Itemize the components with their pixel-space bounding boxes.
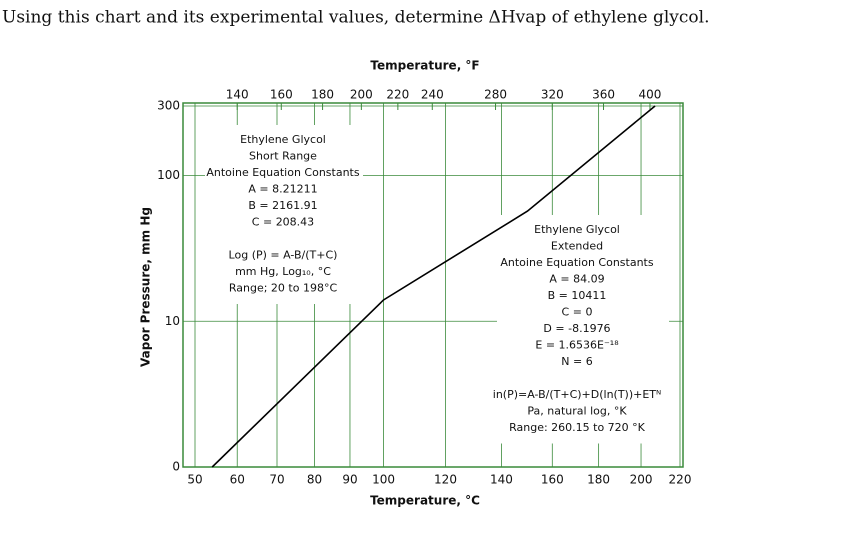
annotation-line: Log (P) = A-B/(T+C) [229, 249, 338, 262]
x2-tick-label: 160 [270, 88, 293, 102]
x2-tick-label: 200 [350, 88, 373, 102]
x2-axis-title: Temperature, °F [370, 59, 479, 73]
x-tick-label: 120 [434, 473, 457, 487]
annotation-line: Ethylene Glycol [534, 223, 620, 236]
x2-tick-label: 240 [421, 88, 444, 102]
annotation-line: E = 1.6536E⁻¹⁸ [535, 339, 619, 352]
x2-tick-label: 320 [541, 88, 564, 102]
x-tick-label: 70 [269, 473, 284, 487]
annotation-line: B = 10411 [548, 289, 607, 302]
x-axis-title: Temperature, °C [370, 494, 480, 508]
annotation-line: Range: 260.15 to 720 °K [509, 421, 646, 434]
x-tick-label: 100 [372, 473, 395, 487]
x2-tick-label: 140 [226, 88, 249, 102]
annotation-line: C = 0 [562, 306, 593, 319]
annotation-box [205, 125, 363, 304]
annotation-line: B = 2161.91 [248, 199, 317, 212]
annotation-line: A = 84.09 [549, 273, 604, 286]
x2-tick-label: 180 [311, 88, 334, 102]
x-tick-label: 80 [307, 473, 322, 487]
annotation-line: in(P)=A-B/(T+C)+D(ln(T))+ETᴺ [493, 388, 661, 401]
annotation-line: Antoine Equation Constants [500, 256, 653, 269]
y-axis-title: Vapor Pressure, mm Hg [139, 207, 153, 367]
x-tick-label: 180 [587, 473, 610, 487]
annotation-line: Pa, natural log, °K [527, 405, 627, 418]
x-tick-label: 160 [541, 473, 564, 487]
annotation-line: N = 6 [561, 355, 592, 368]
x-tick-label: 220 [669, 473, 692, 487]
x-tick-label: 60 [230, 473, 245, 487]
annotation-line: Range; 20 to 198°C [229, 282, 338, 295]
x2-tick-label: 280 [484, 88, 507, 102]
x-tick-label: 50 [187, 473, 202, 487]
x2-tick-label: 400 [639, 88, 662, 102]
x-tick-label: 200 [630, 473, 653, 487]
annotation-box [497, 215, 669, 444]
annotation-line: D = -8.1976 [543, 322, 610, 335]
y-tick-label: 0 [172, 460, 180, 474]
annotation-line: Antoine Equation Constants [206, 166, 359, 179]
y-tick-label: 10 [165, 314, 180, 328]
question: Using this chart and its experimental va… [2, 8, 709, 28]
x2-tick-label: 360 [592, 88, 615, 102]
y-tick-label: 300 [157, 99, 180, 113]
x2-tick-label: 220 [386, 88, 409, 102]
x-tick-label: 90 [342, 473, 357, 487]
data-line [211, 105, 656, 468]
annotation-line: A = 8.21211 [248, 183, 317, 196]
annotation-line: Short Range [249, 150, 317, 163]
y-tick-label: 100 [157, 168, 180, 182]
x-tick-label: 140 [490, 473, 513, 487]
annotation-line: Extended [551, 240, 603, 253]
annotation-line: mm Hg, Log₁₀, °C [235, 265, 331, 278]
annotation-line: C = 208.43 [252, 216, 314, 229]
annotation-line: Ethylene Glycol [240, 133, 326, 146]
